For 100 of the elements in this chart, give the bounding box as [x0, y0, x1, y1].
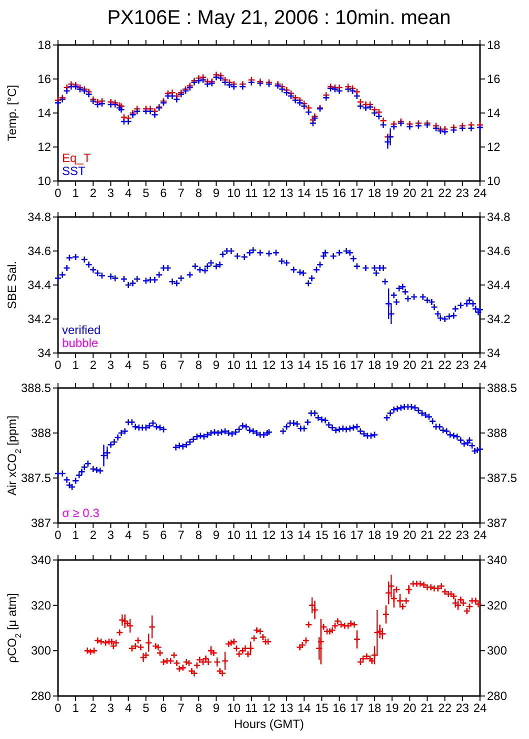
- y-tick-label: 18: [38, 38, 52, 52]
- x-tick-label: 5: [142, 701, 150, 715]
- x-tick-label: 7: [178, 358, 185, 372]
- x-tick-label: 10: [227, 186, 241, 200]
- y-tick-label: 34.6: [28, 244, 52, 258]
- x-tick-label: 20: [402, 358, 417, 372]
- y-tick-label: 34.8: [28, 210, 52, 224]
- x-tick-label: 24: [473, 358, 487, 372]
- y2-tick-label: 340: [487, 553, 508, 567]
- text: verified: [62, 323, 101, 337]
- x-tick-label: 17: [350, 701, 364, 715]
- y-tick-label: 388.5: [20, 381, 52, 395]
- y-tick-label: 388: [30, 426, 52, 440]
- y-axis-title: SBE Sal.: [5, 260, 19, 310]
- y-tick-label: 14: [38, 106, 52, 120]
- x-tick-label: 24: [473, 186, 487, 200]
- x-tick-label: 20: [402, 186, 417, 200]
- x-tick-label: 21: [420, 528, 434, 542]
- y2-tick-label: 12: [487, 140, 501, 154]
- x-tick-label: 10: [227, 358, 241, 372]
- y-tick-label: 387: [30, 516, 52, 530]
- x-tick-label: 12: [262, 358, 276, 372]
- x-tick-label: 13: [280, 701, 294, 715]
- x-tick-label: 1: [72, 186, 80, 200]
- y-tick-label: 34.4: [28, 278, 52, 292]
- x-tick-label: 9: [212, 528, 220, 542]
- y2-tick-label: 387: [487, 516, 508, 530]
- x-tick-label: 11: [245, 701, 258, 715]
- x-tick-label: 12: [262, 701, 276, 715]
- x-tick-label: 23: [456, 701, 470, 715]
- x-tick-label: 6: [160, 186, 168, 200]
- x-tick-label: 14: [297, 186, 312, 200]
- x-tick-label: 18: [368, 701, 382, 715]
- x-tick-label: 17: [350, 358, 364, 372]
- y-tick-label: 34.2: [28, 312, 52, 326]
- x-tick-label: 10: [227, 701, 241, 715]
- x-tick-label: 4: [124, 358, 132, 372]
- x-tick-label: 0: [54, 358, 62, 372]
- x-tick-label: 22: [438, 528, 452, 542]
- y-tick-label: 10: [38, 174, 52, 188]
- y2-tick-label: 388: [487, 426, 508, 440]
- x-tick-label: 22: [438, 186, 452, 200]
- x-tick-label: 1: [72, 528, 80, 542]
- x-tick-label: 10: [227, 528, 241, 542]
- x-tick-label: 18: [368, 528, 382, 542]
- x-tick-label: 17: [350, 186, 364, 200]
- x-tick-label: 11: [245, 358, 258, 372]
- text: SST: [62, 164, 86, 178]
- x-tick-label: 2: [90, 528, 97, 542]
- x-tick-label: 0: [54, 186, 62, 200]
- x-tick-label: 9: [212, 358, 220, 372]
- x-tick-label: 12: [262, 528, 276, 542]
- x-tick-label: 3: [107, 186, 114, 200]
- annotation: σ ≥ 0.3: [62, 506, 100, 520]
- x-tick-label: 22: [438, 358, 452, 372]
- x-tick-label: 19: [385, 358, 400, 372]
- y2-tick-label: 14: [487, 106, 501, 120]
- y2-tick-label: 16: [487, 72, 501, 86]
- x-tick-label: 8: [195, 358, 202, 372]
- y-tick-label: 320: [30, 598, 52, 612]
- x-tick-label: 0: [54, 701, 62, 715]
- x-tick-label: 2: [90, 358, 97, 372]
- x-tick-label: 2: [90, 701, 97, 715]
- annotation: bubble: [62, 336, 98, 350]
- x-tick-label: 16: [332, 358, 346, 372]
- x-tick-label: 15: [315, 358, 329, 372]
- y-tick-label: 300: [30, 644, 52, 658]
- x-tick-label: 22: [438, 701, 452, 715]
- x-tick-label: 15: [315, 701, 329, 715]
- x-tick-label: 20: [402, 701, 417, 715]
- x-tick-label: 24: [473, 528, 487, 542]
- y2-tick-label: 34: [487, 346, 501, 360]
- x-tick-label: 1: [72, 701, 80, 715]
- x-tick-label: 9: [212, 701, 220, 715]
- x-tick-label: 16: [332, 528, 346, 542]
- y2-tick-label: 300: [487, 644, 508, 658]
- x-tick-label: 14: [297, 358, 312, 372]
- x-axis-title: Hours (GMT): [234, 717, 304, 731]
- x-tick-label: 16: [332, 701, 346, 715]
- y2-tick-label: 34.8: [487, 210, 511, 224]
- x-tick-label: 4: [124, 186, 132, 200]
- x-tick-label: 5: [142, 186, 150, 200]
- y2-tick-label: 34.2: [487, 312, 511, 326]
- x-tick-label: 21: [420, 701, 434, 715]
- x-tick-label: 11: [245, 528, 258, 542]
- x-tick-label: 3: [107, 701, 114, 715]
- x-tick-label: 19: [385, 701, 400, 715]
- y2-tick-label: 280: [487, 689, 508, 703]
- x-tick-label: 7: [178, 528, 185, 542]
- x-tick-label: 11: [245, 186, 258, 200]
- x-tick-label: 6: [160, 701, 168, 715]
- x-tick-label: 17: [350, 528, 364, 542]
- x-tick-label: 8: [195, 186, 202, 200]
- y-axis-title: Temp. [°C]: [5, 84, 19, 142]
- y-tick-label: 387.5: [20, 471, 52, 485]
- x-tick-label: 6: [160, 528, 168, 542]
- x-tick-label: 5: [142, 528, 150, 542]
- x-tick-label: 4: [124, 701, 132, 715]
- y2-tick-label: 10: [487, 174, 501, 188]
- y-tick-label: 34: [38, 346, 52, 360]
